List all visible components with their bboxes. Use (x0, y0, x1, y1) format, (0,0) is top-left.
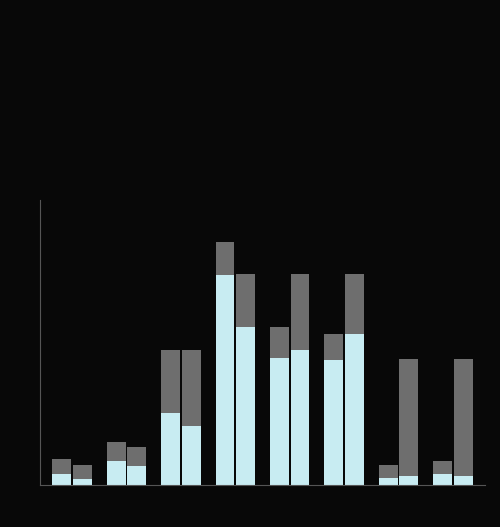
Bar (216, 242, 234, 275)
Bar (378, 478, 398, 485)
Bar (216, 275, 234, 485)
Bar (52, 474, 71, 485)
Bar (73, 465, 92, 479)
Bar (161, 350, 180, 413)
Bar (290, 350, 310, 485)
Bar (400, 359, 418, 476)
Bar (128, 447, 146, 466)
Bar (290, 274, 310, 350)
Bar (236, 274, 255, 327)
Bar (345, 334, 364, 485)
Bar (236, 327, 255, 485)
Bar (182, 426, 201, 485)
Bar (378, 465, 398, 478)
Bar (270, 327, 289, 358)
Bar (433, 474, 452, 485)
Bar (107, 461, 126, 485)
Bar (73, 479, 92, 485)
Bar (182, 350, 201, 426)
Bar (107, 442, 126, 461)
Bar (324, 360, 343, 485)
Bar (400, 476, 418, 485)
Bar (454, 359, 472, 476)
Bar (324, 334, 343, 360)
Bar (128, 466, 146, 485)
Bar (345, 274, 364, 334)
Bar (161, 413, 180, 485)
Bar (52, 459, 71, 474)
Bar (270, 358, 289, 485)
Bar (454, 476, 472, 485)
Bar (433, 461, 452, 474)
